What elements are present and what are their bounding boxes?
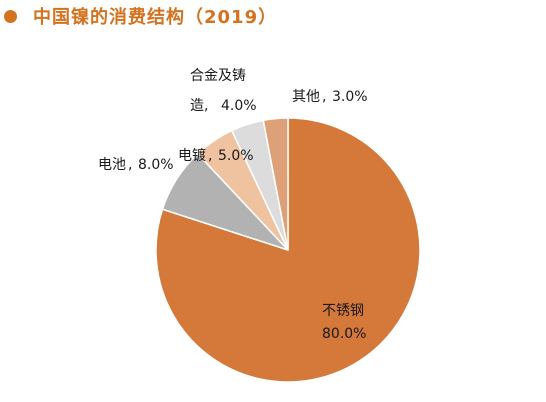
slice-label-plating-name: 电镀 [178, 147, 206, 164]
slice-label-stainless-steel-name: 不锈钢 [322, 303, 364, 319]
pie-slice-4 [262, 117, 289, 251]
chart-title-row: 中国镍的消费结构（2019） [4, 4, 277, 28]
slice-label-plating-value: 5.0% [218, 148, 254, 164]
slice-label-other-name: 其他 [292, 89, 320, 105]
chart-title: 中国镍的消费结构（2019） [33, 7, 278, 28]
slice-label-alloy-name-line2: 造, [190, 98, 208, 114]
pie-labels: 不锈钢 80.0% 电池 , 8.0% 电镀 , 5.0% 合金及铸 造, 4.… [98, 68, 368, 342]
slice-label-other-value: 3.0% [332, 89, 368, 105]
slice-label-stainless-steel-value: 80.0% [322, 326, 366, 342]
slice-label-other-sep: , [322, 89, 326, 105]
slice-label-battery-value: 8.0% [138, 157, 174, 173]
slice-label-alloy-value: 4.0% [221, 98, 257, 114]
slice-label-battery-name: 电池 [98, 157, 126, 173]
slice-label-plating-sep: , [208, 148, 212, 164]
title-bullet-icon [4, 9, 17, 23]
slice-label-battery-sep: , [128, 157, 132, 173]
slice-label-alloy-name-line1: 合金及铸 [190, 68, 246, 84]
pie-slices [155, 117, 421, 383]
